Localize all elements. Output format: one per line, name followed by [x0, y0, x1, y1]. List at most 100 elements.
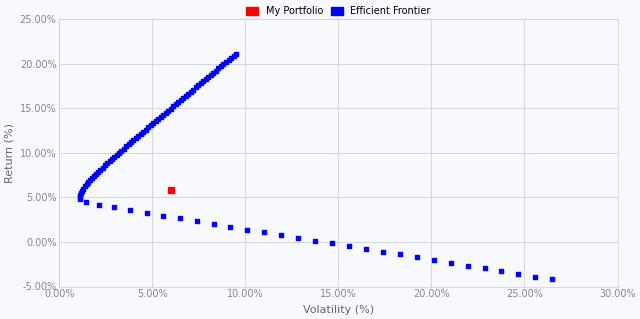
Efficient Frontier — [91, 171, 101, 176]
Efficient Frontier — [547, 277, 557, 282]
Efficient Frontier — [163, 108, 173, 113]
Efficient Frontier — [75, 197, 85, 202]
Efficient Frontier — [497, 269, 507, 274]
Efficient Frontier — [259, 230, 269, 235]
Efficient Frontier — [213, 66, 223, 71]
Efficient Frontier — [293, 235, 303, 241]
Efficient Frontier — [141, 211, 152, 216]
Efficient Frontier — [166, 106, 176, 111]
Efficient Frontier — [81, 182, 92, 187]
Efficient Frontier — [378, 249, 388, 254]
Efficient Frontier — [80, 184, 90, 189]
Efficient Frontier — [85, 178, 95, 183]
Efficient Frontier — [175, 216, 185, 221]
Efficient Frontier — [242, 227, 252, 232]
Efficient Frontier — [136, 131, 146, 136]
Efficient Frontier — [310, 238, 320, 243]
Efficient Frontier — [209, 221, 219, 226]
Efficient Frontier — [111, 152, 122, 157]
Efficient Frontier — [87, 175, 97, 181]
Efficient Frontier — [81, 199, 91, 204]
Efficient Frontier — [216, 64, 226, 69]
Efficient Frontier — [156, 115, 166, 120]
Efficient Frontier — [104, 159, 115, 164]
My Portfolio — [166, 188, 176, 193]
Efficient Frontier — [183, 91, 193, 96]
Efficient Frontier — [191, 85, 201, 90]
Efficient Frontier — [78, 186, 88, 191]
Efficient Frontier — [121, 144, 131, 149]
Efficient Frontier — [158, 112, 168, 117]
Efficient Frontier — [153, 116, 163, 122]
Efficient Frontier — [76, 190, 86, 195]
Efficient Frontier — [141, 127, 151, 132]
Efficient Frontier — [208, 70, 218, 75]
Efficient Frontier — [196, 81, 206, 86]
Efficient Frontier — [161, 110, 171, 115]
Efficient Frontier — [531, 274, 541, 279]
Efficient Frontier — [178, 95, 188, 100]
Efficient Frontier — [205, 72, 216, 77]
Efficient Frontier — [97, 165, 108, 170]
Efficient Frontier — [109, 154, 119, 160]
Efficient Frontier — [173, 100, 183, 105]
Efficient Frontier — [116, 148, 127, 153]
Efficient Frontier — [77, 188, 87, 193]
Efficient Frontier — [76, 192, 86, 197]
Efficient Frontier — [95, 167, 106, 172]
Efficient Frontier — [131, 136, 141, 141]
Efficient Frontier — [228, 53, 239, 58]
Efficient Frontier — [100, 163, 110, 168]
Efficient Frontier — [102, 161, 113, 166]
Efficient Frontier — [94, 202, 104, 207]
Efficient Frontier — [83, 180, 93, 185]
Efficient Frontier — [138, 129, 148, 134]
Efficient Frontier — [168, 104, 179, 109]
Efficient Frontier — [114, 150, 124, 155]
Efficient Frontier — [148, 121, 158, 126]
Efficient Frontier — [124, 142, 134, 147]
Efficient Frontier — [158, 213, 168, 218]
Efficient Frontier — [429, 257, 439, 263]
Efficient Frontier — [126, 140, 136, 145]
Efficient Frontier — [143, 125, 154, 130]
X-axis label: Volatility (%): Volatility (%) — [303, 305, 374, 315]
Efficient Frontier — [193, 83, 204, 88]
Efficient Frontier — [198, 78, 209, 84]
Efficient Frontier — [107, 157, 117, 162]
Efficient Frontier — [223, 57, 234, 63]
Efficient Frontier — [118, 146, 129, 151]
Efficient Frontier — [129, 137, 139, 143]
Efficient Frontier — [146, 123, 156, 128]
Efficient Frontier — [513, 271, 524, 276]
Efficient Frontier — [276, 233, 286, 238]
Efficient Frontier — [125, 208, 136, 213]
Efficient Frontier — [231, 51, 241, 56]
Efficient Frontier — [188, 87, 198, 92]
Efficient Frontier — [344, 244, 354, 249]
Efficient Frontier — [361, 246, 371, 251]
Efficient Frontier — [150, 119, 161, 124]
Y-axis label: Return (%): Return (%) — [4, 123, 14, 183]
Efficient Frontier — [221, 60, 231, 65]
Efficient Frontier — [327, 241, 337, 246]
Efficient Frontier — [75, 195, 85, 200]
Efficient Frontier — [93, 169, 104, 174]
Efficient Frontier — [201, 77, 211, 82]
Efficient Frontier — [218, 62, 228, 67]
Efficient Frontier — [186, 89, 196, 94]
Efficient Frontier — [211, 68, 221, 73]
Efficient Frontier — [412, 255, 422, 260]
Efficient Frontier — [225, 224, 236, 229]
Efficient Frontier — [463, 263, 473, 268]
Efficient Frontier — [226, 56, 236, 61]
Efficient Frontier — [204, 74, 214, 79]
Efficient Frontier — [133, 133, 143, 138]
Efficient Frontier — [191, 219, 202, 224]
Efficient Frontier — [109, 205, 120, 210]
Efficient Frontier — [171, 102, 181, 107]
Efficient Frontier — [445, 260, 456, 265]
Efficient Frontier — [395, 252, 405, 257]
Legend: My Portfolio, Efficient Frontier: My Portfolio, Efficient Frontier — [243, 3, 435, 20]
Efficient Frontier — [175, 98, 186, 103]
